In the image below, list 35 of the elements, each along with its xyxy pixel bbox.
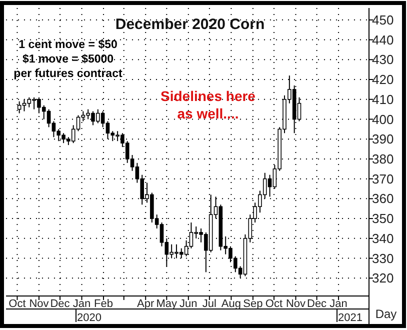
y-tick-label: 370 bbox=[372, 171, 394, 186]
x-tick-label: Feb bbox=[94, 298, 113, 310]
y-tick-label: 440 bbox=[372, 32, 394, 48]
x-tick-label: Dec bbox=[307, 298, 328, 310]
x-tick-label: Jan bbox=[72, 298, 91, 310]
text: 2021 bbox=[338, 312, 362, 324]
x-tick-label: Sep bbox=[243, 298, 263, 310]
x-tick-label: Oct bbox=[8, 298, 26, 310]
y-tick-label: 390 bbox=[372, 132, 394, 147]
y-tick-label: 350 bbox=[372, 211, 394, 226]
x-tick-label: Nov bbox=[286, 298, 306, 310]
y-tick-label: 400 bbox=[372, 112, 394, 127]
y-tick-label: 450 bbox=[372, 12, 394, 28]
text: December 2020 Corn bbox=[115, 16, 265, 33]
y-tick-label: 420 bbox=[372, 72, 394, 88]
y-tick-label: 410 bbox=[372, 92, 394, 107]
x-tick-label: Jul bbox=[202, 298, 216, 310]
x-tick-label: Aug bbox=[221, 298, 241, 310]
y-tick-label: 330 bbox=[372, 250, 394, 266]
y-tick-label: 360 bbox=[372, 191, 394, 206]
x-axis-title: Day bbox=[375, 307, 397, 321]
x-tick-label: May bbox=[156, 298, 178, 310]
text: 2020 bbox=[77, 312, 102, 324]
annotation: Sidelines here as well.... bbox=[160, 88, 256, 122]
x-tick-label: Jan bbox=[330, 298, 348, 310]
x-tick-label: Jun bbox=[180, 298, 198, 310]
annotation: 1 cent move = $50 $1 move = $5000 per futures contract bbox=[14, 39, 122, 80]
x-tick-label: Apr bbox=[137, 298, 154, 310]
y-tick-label: 430 bbox=[372, 52, 394, 68]
x-tick-label: Dec bbox=[50, 298, 70, 310]
x-tick-label: Nov bbox=[29, 298, 50, 310]
y-tick-label: 320 bbox=[372, 270, 394, 286]
y-tick-label: 380 bbox=[372, 152, 394, 166]
y-tick-label: 340 bbox=[372, 230, 394, 246]
x-tick-label: Oct bbox=[265, 298, 283, 310]
